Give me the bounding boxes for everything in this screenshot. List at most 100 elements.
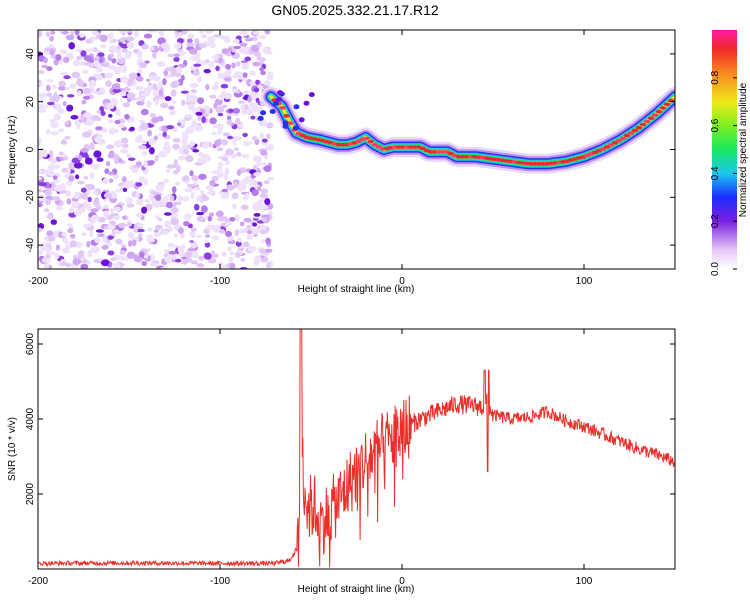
- snr-panel: -200 -100 0 100 2000 4000 6000 Height of stra…: [7, 328, 676, 595]
- noise-speckle: [223, 35, 231, 44]
- noise-speckle: [174, 181, 180, 186]
- noise-speckle: [189, 141, 196, 147]
- noise-speckle: [135, 86, 142, 90]
- noise-speckle: [125, 36, 135, 42]
- noise-speckle: [158, 217, 163, 222]
- noise-speckle: [110, 257, 117, 261]
- noise-speckle: [201, 205, 208, 213]
- noise-speckle: [147, 30, 157, 33]
- noise-speckle: [74, 191, 80, 199]
- noise-speckle: [189, 48, 198, 55]
- noise-speckle: [240, 103, 245, 111]
- noise-speckle: [241, 154, 250, 158]
- noise-speckle: [90, 115, 100, 122]
- noise-speckle: [115, 109, 121, 117]
- noise-speckle: [50, 219, 57, 225]
- noise-speckle: [54, 103, 62, 111]
- noise-speckle: [216, 147, 224, 152]
- noise-speckle: [171, 186, 177, 194]
- noise-speckle: [38, 169, 44, 175]
- ridge-core-point: [611, 141, 619, 145]
- noise-speckle: [253, 213, 261, 217]
- noise-speckle: [224, 218, 230, 223]
- noise-speckle: [127, 157, 136, 161]
- noise-speckle: [232, 107, 241, 114]
- noise-speckle: [243, 217, 252, 223]
- noise-speckle: [38, 103, 44, 111]
- noise-speckle: [140, 122, 149, 131]
- noise-speckle: [38, 82, 43, 87]
- noise-speckle: [249, 70, 256, 76]
- noise-speckle: [182, 196, 190, 202]
- noise-speckle: [190, 260, 199, 265]
- ridge-scatter: [292, 125, 299, 131]
- noise-speckle: [50, 30, 56, 35]
- noise-speckle: [225, 63, 231, 70]
- colorbar-tick-label: 0.4: [710, 166, 721, 180]
- snr-series-line: [38, 329, 675, 568]
- noise-speckle: [68, 42, 75, 50]
- x-tick-label: -200: [28, 276, 48, 287]
- noise-speckle: [55, 206, 64, 211]
- noise-speckle: [204, 239, 209, 243]
- noise-speckle: [80, 187, 87, 193]
- noise-speckle: [129, 184, 135, 188]
- noise-speckle: [217, 112, 224, 117]
- noise-speckle: [123, 86, 130, 93]
- noise-speckle: [233, 45, 242, 50]
- noise-speckle: [38, 30, 43, 38]
- noise-speckle: [55, 244, 61, 251]
- noise-speckle: [48, 43, 54, 49]
- noise-speckle: [67, 228, 74, 234]
- noise-speckle: [233, 147, 239, 151]
- noise-speckle: [197, 97, 205, 105]
- noise-speckle: [238, 76, 244, 80]
- noise-speckle: [108, 37, 114, 45]
- noise-speckle: [190, 89, 197, 94]
- noise-speckle: [253, 87, 260, 93]
- noise-speckle: [109, 208, 115, 214]
- noise-speckle: [162, 78, 167, 86]
- noise-speckle: [77, 251, 84, 259]
- noise-speckle: [85, 39, 92, 44]
- noise-speckle: [147, 227, 153, 232]
- noise-speckle: [202, 141, 210, 149]
- noise-speckle: [219, 229, 225, 234]
- noise-speckle: [242, 62, 249, 69]
- noise-speckle: [147, 129, 152, 137]
- noise-speckle: [60, 183, 66, 191]
- noise-speckle: [179, 232, 185, 239]
- ridge-core-point: [643, 119, 651, 124]
- noise-speckle: [170, 217, 180, 226]
- noise-speckle: [158, 183, 165, 187]
- noise-speckle: [236, 169, 242, 176]
- noise-speckle: [136, 50, 143, 59]
- noise-speckle: [192, 70, 200, 76]
- noise-speckle: [266, 122, 274, 129]
- noise-speckle: [115, 238, 123, 245]
- noise-speckle: [128, 72, 138, 80]
- noise-speckle: [142, 140, 147, 145]
- noise-speckle: [186, 42, 195, 47]
- ridge-scatter: [269, 109, 276, 114]
- noise-speckle: [196, 263, 205, 268]
- noise-speckle: [159, 103, 168, 108]
- noise-speckle: [243, 90, 251, 95]
- noise-speckle: [48, 150, 54, 156]
- noise-speckle: [260, 70, 266, 76]
- noise-speckle: [217, 94, 223, 101]
- ridge-core-point: [623, 133, 631, 138]
- noise-speckle: [215, 106, 225, 114]
- ridge-scatter: [308, 92, 315, 98]
- noise-speckle: [112, 88, 121, 94]
- noise-speckle: [217, 130, 223, 135]
- noise-speckle: [42, 169, 52, 175]
- noise-speckle: [129, 126, 135, 131]
- noise-speckle: [75, 79, 85, 86]
- noise-speckle: [235, 251, 241, 258]
- noise-speckle: [113, 67, 122, 75]
- x-tick-label: 100: [576, 276, 593, 287]
- noise-speckle: [149, 262, 159, 267]
- noise-speckle: [106, 102, 115, 110]
